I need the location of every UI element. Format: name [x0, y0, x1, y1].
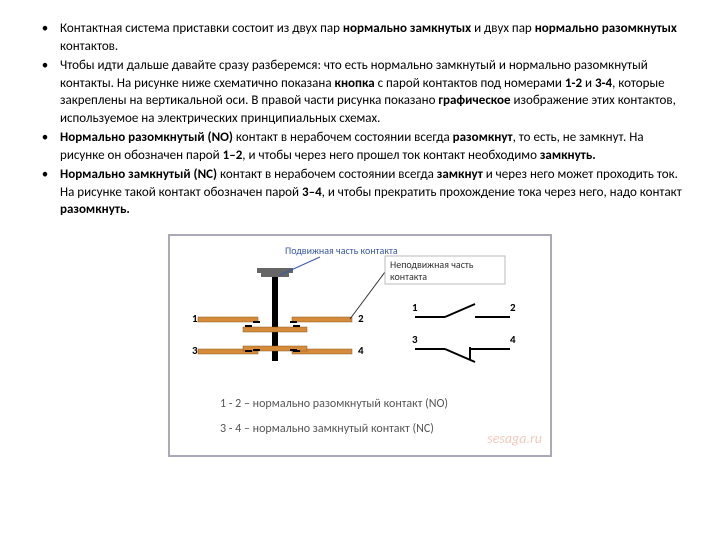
figure-box: 1234Подвижная часть контактаНеподвижная … — [168, 234, 552, 457]
bullet-dot: • — [30, 129, 60, 164]
bullet-list: • Контактная система приставки состоит и… — [30, 20, 690, 219]
svg-text:3 - 4 – нормально замкнутый ко: 3 - 4 – нормально замкнутый контакт (NC) — [220, 422, 434, 436]
svg-text:контакта: контакта — [390, 270, 427, 283]
svg-text:1: 1 — [412, 301, 418, 314]
svg-text:3: 3 — [192, 344, 198, 357]
bullet-3: Нормально разомкнутый (NO) контакт в нер… — [60, 129, 690, 164]
bullet-1: Контактная система приставки состоит из … — [60, 20, 690, 55]
bullet-4: Нормально замкнутый (NC) контакт в нераб… — [60, 166, 690, 219]
bullet-dot: • — [30, 166, 60, 219]
svg-text:1: 1 — [192, 312, 198, 325]
svg-text:Подвижная часть контакта: Подвижная часть контакта — [285, 244, 398, 257]
svg-text:4: 4 — [358, 344, 364, 357]
svg-text:4: 4 — [510, 333, 516, 346]
bullet-dot: • — [30, 57, 60, 127]
svg-text:2: 2 — [510, 301, 516, 314]
figure-container: 1234Подвижная часть контактаНеподвижная … — [30, 234, 690, 463]
svg-text:1 - 2 – нормально разомкнутый: 1 - 2 – нормально разомкнутый контакт (N… — [220, 397, 448, 411]
contact-diagram: 1234Подвижная часть контактаНеподвижная … — [180, 242, 540, 447]
svg-text:3: 3 — [412, 333, 418, 346]
bullet-dot: • — [30, 20, 60, 55]
bullet-2: Чтобы идти дальше давайте сразу разберем… — [60, 57, 690, 127]
svg-text:2: 2 — [358, 312, 364, 325]
